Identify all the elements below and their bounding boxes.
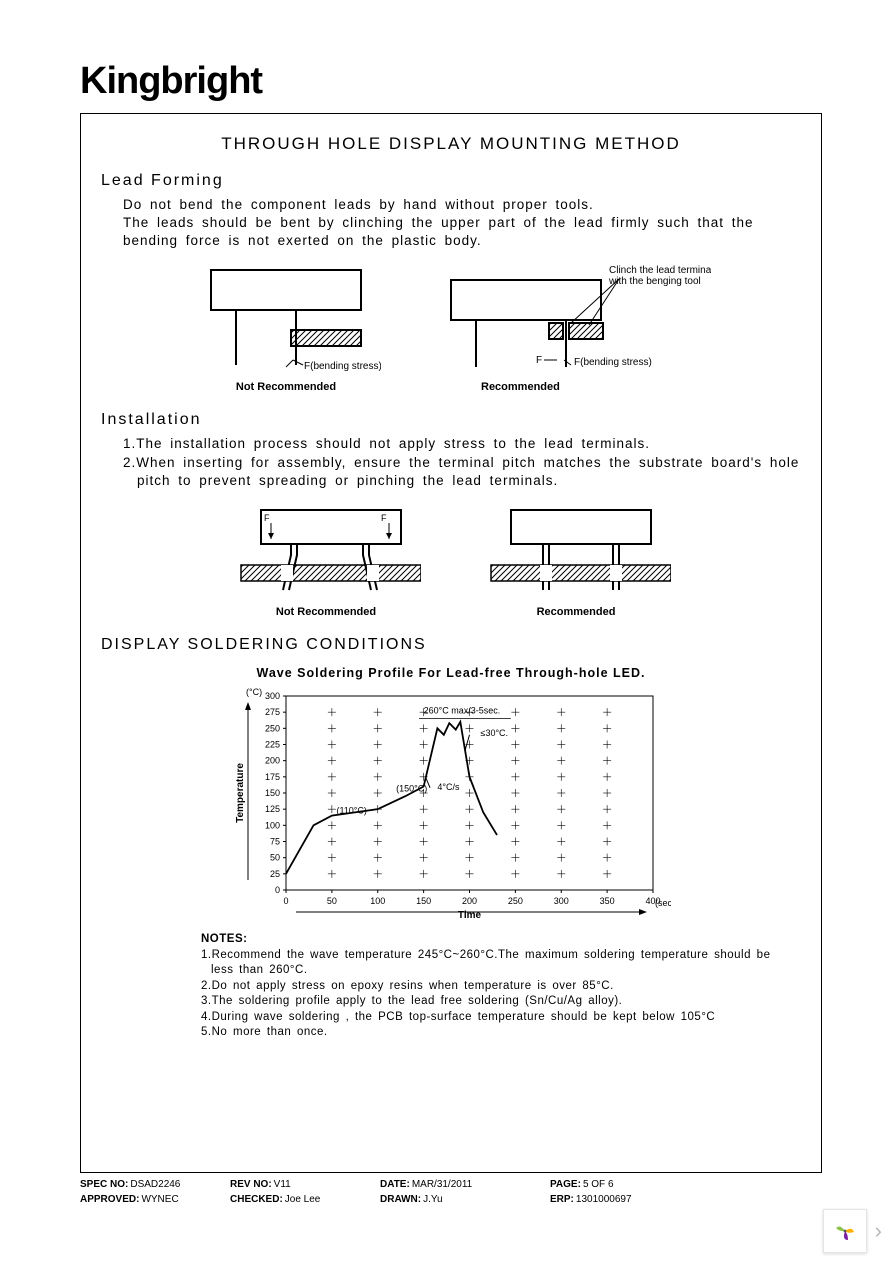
f-erp: 1301000697 (576, 1194, 632, 1205)
f-spec-lbl: SPEC NO: (80, 1179, 128, 1190)
lf-right-note2: with the benging tool (608, 276, 701, 287)
lf-right-caption: Recommended (441, 381, 711, 393)
lf-diagram-left-svg: F(bending stress) (191, 265, 381, 375)
inst-diagram-left-svg: F F (231, 505, 421, 600)
lead-forming-text: Do not bend the component leads by hand … (101, 196, 801, 251)
heading-installation: Installation (101, 411, 801, 429)
soldering-chart-svg: 0 25 50 75 100 125 150 175 200 225 250 275 300 0 50 100… (231, 684, 671, 924)
inst-diagram-right: Recommended (481, 505, 671, 618)
svg-text:50: 50 (270, 853, 280, 863)
notes-block: NOTES: 1.Recommend the wave temperature … (101, 932, 801, 1041)
doc-title: THROUGH HOLE DISPLAY MOUNTING METHOD (101, 134, 801, 154)
viewer-badge: › (823, 1209, 882, 1253)
lf-left-flabel: F(bending stress) (304, 361, 381, 372)
footer-meta: SPEC NO:DSAD2246 REV NO:V11 DATE:MAR/31/… (80, 1179, 822, 1205)
inst-diagram-right-svg (481, 505, 671, 600)
lead-forming-diagrams: F(bending stress) Not Recommended F (101, 265, 801, 393)
install-item1: 1.The installation process should not ap… (123, 435, 801, 454)
svg-text:260°C max/3-5sec.: 260°C max/3-5sec. (424, 706, 501, 716)
svg-text:175: 175 (265, 772, 280, 782)
f-page-lbl: PAGE: (550, 1179, 581, 1190)
install-item2: 2.When inserting for assembly, ensure th… (123, 454, 801, 492)
svg-text:225: 225 (265, 740, 280, 750)
page: Kingbright THROUGH HOLE DISPLAY MOUNTING… (0, 0, 892, 1225)
svg-text:150: 150 (416, 896, 431, 906)
viewer-logo-icon[interactable] (823, 1209, 867, 1253)
svg-text:100: 100 (265, 821, 280, 831)
f-rev-lbl: REV NO: (230, 1179, 272, 1190)
f-erp-lbl: ERP: (550, 1194, 574, 1205)
note-4: 4.During wave soldering , the PCB top-su… (201, 1010, 781, 1026)
svg-text:Temperature: Temperature (235, 763, 246, 823)
chart-title: Wave Soldering Profile For Lead-free Thr… (101, 666, 801, 680)
svg-text:150: 150 (265, 788, 280, 798)
f-drawn: J.Yu (423, 1194, 442, 1205)
svg-text:0: 0 (275, 885, 280, 895)
lf-diagram-right-svg: F F(bending stress) Clinch the lead term… (441, 265, 711, 375)
lf-p2: The leads should be bent by clinching th… (123, 215, 754, 248)
svg-text:0: 0 (283, 896, 288, 906)
f-page: 5 OF 6 (583, 1179, 614, 1190)
content-frame: THROUGH HOLE DISPLAY MOUNTING METHOD Lea… (80, 113, 822, 1173)
note-1: 1.Recommend the wave temperature 245°C~2… (201, 948, 781, 979)
brand-logo: Kingbright (80, 60, 822, 103)
heading-soldering: DISPLAY SOLDERING CONDITIONS (101, 636, 801, 654)
svg-text:250: 250 (265, 724, 280, 734)
soldering-chart: 0 25 50 75 100 125 150 175 200 225 250 275 300 0 50 100… (101, 684, 801, 924)
f-spec: DSAD2246 (130, 1179, 180, 1190)
svg-text:250: 250 (508, 896, 523, 906)
f-chk: Joe Lee (285, 1194, 321, 1205)
svg-text:300: 300 (554, 896, 569, 906)
svg-text:4°C/s: 4°C/s (437, 782, 460, 792)
inst-left-f1: F (264, 513, 270, 523)
svg-text:≤30°C.: ≤30°C. (481, 728, 509, 738)
svg-text:75: 75 (270, 837, 280, 847)
lf-right-f: F (536, 355, 542, 366)
lf-right-f2: F(bending stress) (574, 357, 652, 368)
svg-text:350: 350 (600, 896, 615, 906)
lf-diagram-left: F(bending stress) Not Recommended (191, 265, 381, 393)
f-drawn-lbl: DRAWN: (380, 1194, 421, 1205)
heading-lead-forming: Lead Forming (101, 172, 801, 190)
f-appr-lbl: APPROVED: (80, 1194, 139, 1205)
svg-text:125: 125 (265, 804, 280, 814)
svg-text:(°C): (°C) (246, 687, 262, 697)
lf-left-caption: Not Recommended (191, 381, 381, 393)
svg-text:50: 50 (327, 896, 337, 906)
svg-text:25: 25 (270, 869, 280, 879)
svg-text:200: 200 (462, 896, 477, 906)
inst-diagram-left: F F Not Recommended (231, 505, 421, 618)
svg-text:100: 100 (370, 896, 385, 906)
svg-text:(sec): (sec) (655, 898, 671, 908)
note-5: 5.No more than once. (201, 1025, 781, 1041)
lf-right-note1: Clinch the lead terminal (609, 265, 711, 276)
note-2: 2.Do not apply stress on epoxy resins wh… (201, 979, 781, 995)
svg-text:(110°C): (110°C) (336, 806, 366, 816)
svg-text:300: 300 (265, 691, 280, 701)
inst-left-f2: F (381, 513, 387, 523)
svg-text:(150°C): (150°C) (396, 784, 427, 794)
f-date: MAR/31/2011 (412, 1179, 472, 1190)
chevron-right-icon[interactable]: › (875, 1218, 882, 1244)
f-rev: V11 (274, 1179, 291, 1190)
svg-text:275: 275 (265, 707, 280, 717)
inst-left-caption: Not Recommended (231, 606, 421, 618)
notes-head: NOTES: (201, 933, 247, 945)
f-appr: WYNEC (141, 1194, 178, 1205)
f-date-lbl: DATE: (380, 1179, 410, 1190)
lf-p1: Do not bend the component leads by hand … (123, 197, 594, 212)
lf-diagram-right: F F(bending stress) Clinch the lead term… (441, 265, 711, 393)
f-chk-lbl: CHECKED: (230, 1194, 283, 1205)
installation-diagrams: F F Not Recommended (101, 505, 801, 618)
inst-right-caption: Recommended (481, 606, 671, 618)
note-3: 3.The soldering profile apply to the lea… (201, 994, 781, 1010)
svg-text:200: 200 (265, 756, 280, 766)
installation-list: 1.The installation process should not ap… (101, 435, 801, 492)
